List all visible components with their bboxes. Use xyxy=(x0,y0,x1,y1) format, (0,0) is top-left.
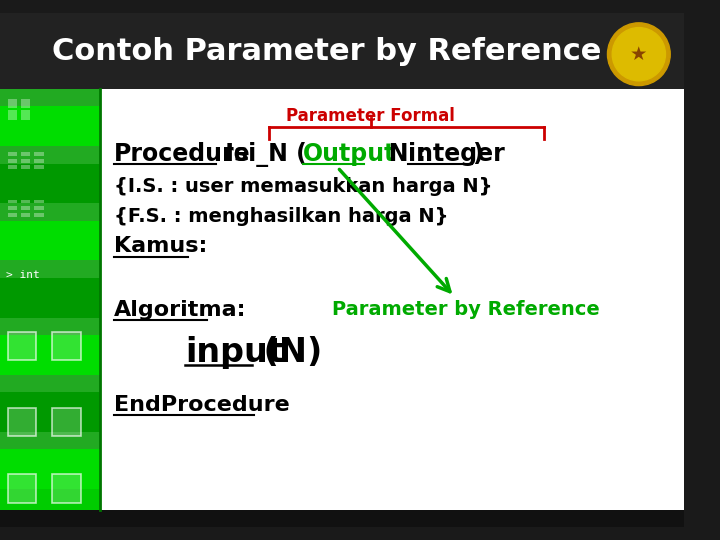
Text: N :: N : xyxy=(364,142,434,166)
Text: Algoritma:: Algoritma: xyxy=(114,300,246,320)
FancyBboxPatch shape xyxy=(0,489,100,510)
FancyBboxPatch shape xyxy=(21,99,30,109)
FancyBboxPatch shape xyxy=(0,220,100,260)
FancyBboxPatch shape xyxy=(21,213,30,217)
FancyBboxPatch shape xyxy=(21,110,30,120)
FancyBboxPatch shape xyxy=(0,392,100,431)
FancyBboxPatch shape xyxy=(21,165,30,169)
FancyBboxPatch shape xyxy=(35,213,44,217)
Text: Contoh Parameter by Reference: Contoh Parameter by Reference xyxy=(53,37,602,66)
FancyBboxPatch shape xyxy=(8,165,17,169)
Circle shape xyxy=(612,28,665,81)
Text: input: input xyxy=(185,336,284,369)
FancyBboxPatch shape xyxy=(0,106,100,146)
Text: Parameter Formal: Parameter Formal xyxy=(287,107,455,125)
FancyBboxPatch shape xyxy=(53,408,81,436)
Text: (N): (N) xyxy=(252,336,322,369)
Text: Output: Output xyxy=(303,142,397,166)
FancyBboxPatch shape xyxy=(21,200,30,204)
Text: EndProcedure: EndProcedure xyxy=(114,395,290,415)
Text: Kamus:: Kamus: xyxy=(114,236,207,256)
Text: Parameter by Reference: Parameter by Reference xyxy=(332,300,600,320)
Text: Procedure: Procedure xyxy=(114,142,251,166)
FancyBboxPatch shape xyxy=(35,159,44,163)
Text: ): ) xyxy=(472,142,483,166)
FancyBboxPatch shape xyxy=(35,152,44,156)
FancyBboxPatch shape xyxy=(53,475,81,503)
FancyBboxPatch shape xyxy=(0,278,100,318)
FancyBboxPatch shape xyxy=(100,90,685,510)
FancyBboxPatch shape xyxy=(0,449,100,489)
Text: Isi_N (: Isi_N ( xyxy=(217,141,307,166)
FancyBboxPatch shape xyxy=(0,335,100,375)
FancyBboxPatch shape xyxy=(8,200,17,204)
FancyBboxPatch shape xyxy=(8,152,17,156)
FancyBboxPatch shape xyxy=(53,332,81,360)
FancyBboxPatch shape xyxy=(21,206,30,210)
FancyBboxPatch shape xyxy=(8,206,17,210)
FancyBboxPatch shape xyxy=(8,159,17,163)
Text: {I.S. : user memasukkan harga N}: {I.S. : user memasukkan harga N} xyxy=(114,177,492,196)
FancyBboxPatch shape xyxy=(0,90,100,510)
FancyBboxPatch shape xyxy=(8,475,36,503)
Text: {F.S. : menghasilkan harga N}: {F.S. : menghasilkan harga N} xyxy=(114,207,449,226)
FancyBboxPatch shape xyxy=(8,110,17,120)
Text: > int: > int xyxy=(6,270,40,280)
FancyBboxPatch shape xyxy=(35,165,44,169)
FancyBboxPatch shape xyxy=(35,200,44,204)
FancyBboxPatch shape xyxy=(8,332,36,360)
FancyBboxPatch shape xyxy=(21,159,30,163)
FancyBboxPatch shape xyxy=(21,152,30,156)
FancyBboxPatch shape xyxy=(0,510,685,526)
FancyBboxPatch shape xyxy=(35,206,44,210)
FancyBboxPatch shape xyxy=(8,408,36,436)
Circle shape xyxy=(608,23,670,85)
FancyBboxPatch shape xyxy=(8,99,17,109)
FancyBboxPatch shape xyxy=(0,164,100,204)
FancyBboxPatch shape xyxy=(0,14,685,90)
Text: ★: ★ xyxy=(630,45,647,64)
Text: integer: integer xyxy=(408,142,505,166)
FancyBboxPatch shape xyxy=(8,213,17,217)
